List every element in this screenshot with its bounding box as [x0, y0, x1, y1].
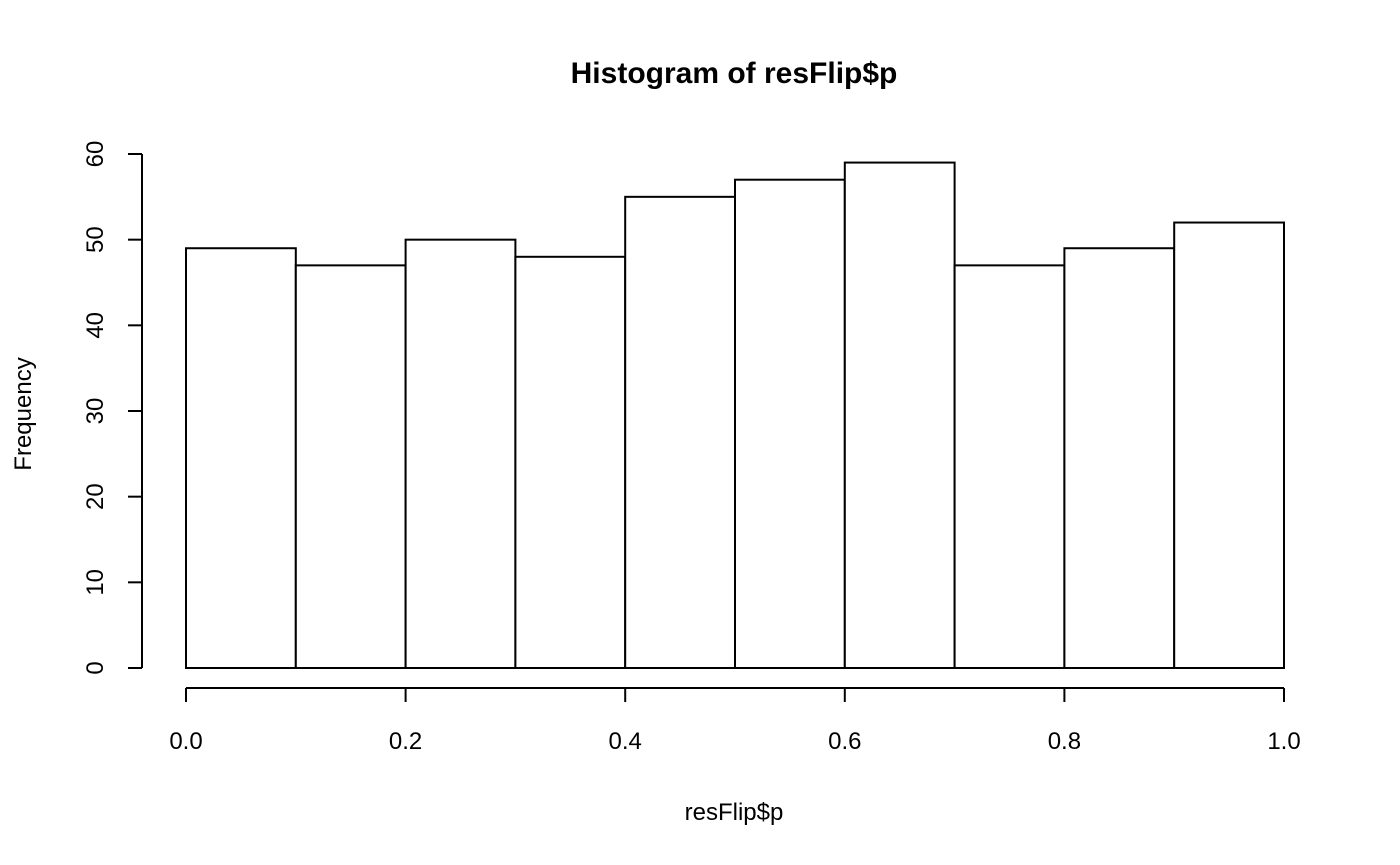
y-tick-label: 60	[82, 141, 109, 168]
y-tick-label: 20	[82, 483, 109, 510]
histogram-bar	[514, 255, 627, 669]
y-tick-label: 10	[82, 569, 109, 596]
histogram-bar	[185, 247, 297, 669]
y-tick-label: 30	[82, 398, 109, 425]
histogram-bar	[404, 238, 517, 670]
x-axis-label: resFlip$p	[685, 799, 784, 826]
y-tick-label: 40	[82, 312, 109, 339]
x-tick-label: 0.8	[1048, 728, 1081, 755]
x-axis: 0.0 0.2 0.4 0.6 0.8 1.0	[169, 687, 1301, 755]
y-axis-label: Frequency	[10, 357, 37, 470]
histogram-bar	[953, 264, 1066, 669]
histogram-bar	[624, 195, 737, 669]
histogram-bar	[1063, 247, 1176, 669]
x-tick-label: 0.0	[169, 728, 202, 755]
y-axis: 0 10 20 30 40 50 60	[82, 141, 143, 675]
x-tick-label: 0.4	[609, 728, 642, 755]
chart-title: Histogram of resFlip$p	[571, 57, 898, 90]
bars-group	[185, 161, 1285, 670]
histogram-bar	[294, 264, 407, 669]
histogram-bar	[843, 161, 956, 669]
y-tick-label: 50	[82, 226, 109, 253]
x-tick-label: 0.6	[828, 728, 861, 755]
x-tick-label: 0.2	[389, 728, 422, 755]
x-tick-label: 1.0	[1267, 728, 1300, 755]
y-tick-label: 0	[82, 661, 109, 674]
histogram-bar	[734, 178, 846, 669]
histogram-bar	[1173, 221, 1285, 670]
